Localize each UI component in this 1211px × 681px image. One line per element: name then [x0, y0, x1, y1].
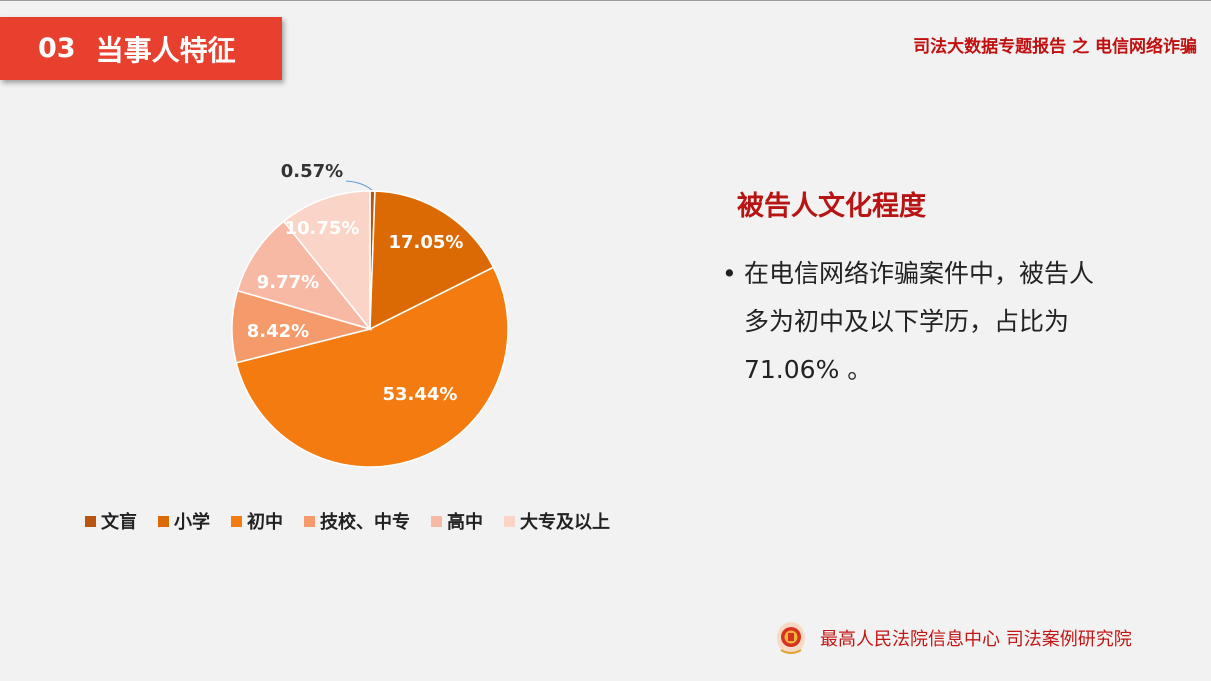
footer: 最高人民法院信息中心 司法案例研究院 [776, 620, 1132, 656]
court-emblem-icon [777, 622, 805, 654]
info-heading: 被告人文化程度 [737, 191, 926, 222]
data-label-0: 0.57% [281, 161, 343, 182]
bullet-dot: • [722, 259, 737, 288]
section-number: 03 [38, 33, 76, 64]
data-label-1: 17.05% [389, 232, 464, 253]
pie-slice-2 [235, 266, 509, 468]
pie-slice-1 [369, 190, 495, 331]
report-title: 司法大数据专题报告 之 电信网络诈骗 [913, 37, 1197, 57]
pie-slice-4 [236, 220, 373, 331]
legend-item-2: 初中 [231, 508, 283, 534]
legend-item-4: 高中 [431, 508, 483, 534]
section-title: 当事人特征 [95, 33, 236, 67]
legend-label: 文盲 [101, 512, 137, 533]
section-tab: 03 当事人特征 [0, 17, 282, 80]
legend-label: 高中 [447, 512, 483, 533]
data-label-5: 10.75% [285, 218, 360, 239]
pie-slice-5 [282, 190, 371, 332]
legend-label: 初中 [247, 512, 283, 533]
chart-legend: 文盲 小学 初中 技校、中专 高中 大专及以上 [85, 508, 631, 534]
legend-item-3: 技校、中专 [304, 508, 410, 534]
leader-line [345, 180, 373, 191]
data-label-4: 9.77% [257, 272, 319, 293]
legend-swatch [304, 515, 315, 527]
legend-label: 小学 [174, 512, 210, 533]
info-bullet-text: 在电信网络诈骗案件中，被告人多为初中及以下学历，占比为71.06% 。 [744, 259, 1095, 384]
legend-item-0: 文盲 [85, 508, 137, 534]
legend-item-5: 大专及以上 [504, 508, 610, 534]
top-rule [0, 0, 1211, 1]
legend-swatch [158, 515, 169, 527]
legend-label: 大专及以上 [520, 512, 610, 533]
legend-item-1: 小学 [158, 508, 210, 534]
info-bullet: • 在电信网络诈骗案件中，被告人多为初中及以下学历，占比为71.06% 。 [722, 250, 1102, 394]
footer-org: 最高人民法院信息中心 司法案例研究院 [820, 629, 1132, 650]
data-label-2: 53.44% [383, 384, 458, 405]
legend-swatch [504, 515, 515, 527]
legend-swatch [85, 515, 96, 527]
data-label-3: 8.42% [247, 321, 309, 342]
legend-label: 技校、中专 [320, 512, 410, 533]
legend-swatch [231, 515, 242, 527]
legend-swatch [431, 515, 442, 527]
